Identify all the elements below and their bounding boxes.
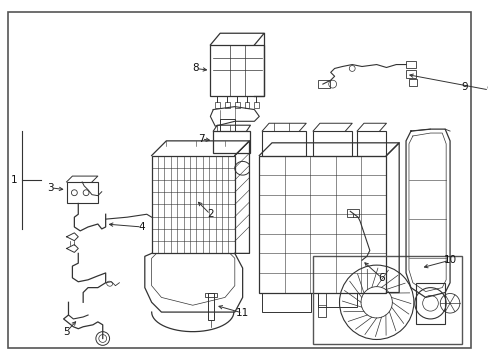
Text: 11: 11 [236,308,249,318]
Text: 5: 5 [63,327,70,337]
Text: 6: 6 [378,273,384,283]
Text: 10: 10 [443,255,456,265]
Text: 2: 2 [206,209,213,219]
Bar [151,156,234,253]
Bar [405,71,415,78]
Text: 7: 7 [198,134,204,144]
Bar [244,102,249,108]
Bar [262,131,305,156]
Bar [346,210,358,217]
Bar [317,293,356,307]
Bar [312,131,351,156]
Bar [66,182,98,203]
Bar [259,156,386,293]
Bar [317,293,325,317]
Bar [205,293,217,297]
Text: 4: 4 [138,222,145,232]
Bar [208,293,214,320]
Bar [317,80,329,88]
Bar [312,256,461,345]
Bar [210,45,264,96]
Bar [408,79,416,86]
Bar [356,131,386,156]
Bar [262,293,310,312]
Bar [234,102,239,108]
Bar [224,102,229,108]
Bar [213,131,250,153]
Bar [415,283,444,324]
Text: 3: 3 [47,183,54,193]
Text: 1: 1 [10,175,17,185]
Text: 8: 8 [192,63,199,73]
Text: 9: 9 [461,82,467,92]
Bar [215,102,220,108]
Bar [220,119,234,131]
Bar [405,60,415,68]
Bar [254,102,259,108]
Text: 9: 9 [485,85,488,95]
